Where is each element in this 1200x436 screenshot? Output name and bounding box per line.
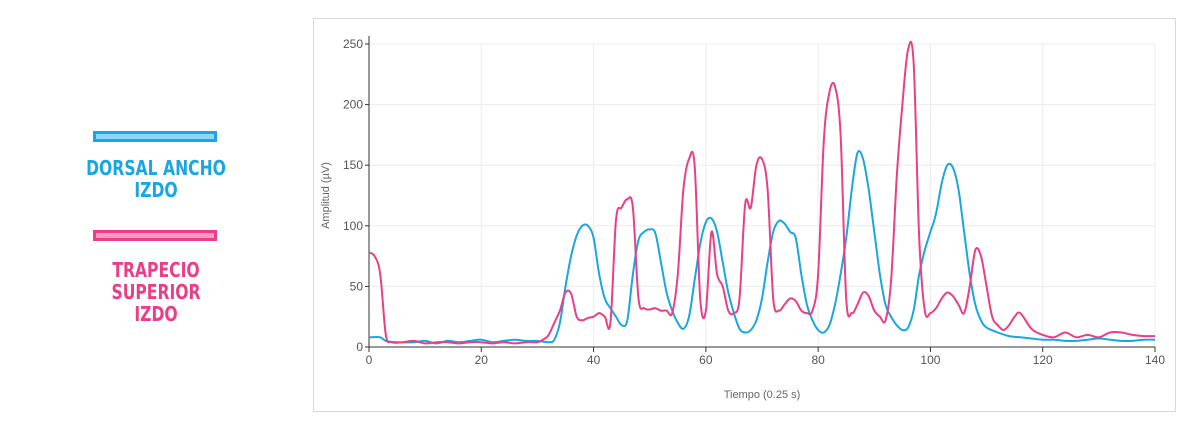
legend-swatch-dorsal-ancho <box>93 131 217 142</box>
x-tick-label-20: 20 <box>475 353 489 367</box>
y-tick-label-150: 150 <box>343 158 363 172</box>
y-axis-title: Amplitud (µV) <box>320 162 332 229</box>
y-tick-label-50: 50 <box>350 279 364 293</box>
x-tick-label-60: 60 <box>699 353 713 367</box>
series-line-dorsal-ancho <box>368 150 1156 345</box>
x-tick-label-100: 100 <box>920 353 940 367</box>
y-tick-label-250: 250 <box>343 37 363 51</box>
x-tick-label-80: 80 <box>811 353 825 367</box>
x-tick-label-120: 120 <box>1033 353 1053 367</box>
y-tick-label-0: 0 <box>356 340 363 354</box>
series-line-trapecio-superior <box>368 40 1156 345</box>
chart-panel: 0 50 100 150 200 250 0 20 40 60 80 100 120 140 Tiempo … <box>313 18 1176 412</box>
x-tick-label-140: 140 <box>1145 353 1165 367</box>
legend-swatch-trapecio-superior <box>93 230 217 241</box>
legend-label-dorsal-ancho: DORSAL ANCHO IZDO <box>86 156 226 202</box>
y-tick-label-100: 100 <box>343 219 363 233</box>
y-tick-label-200: 200 <box>343 98 363 112</box>
x-tick-label-40: 40 <box>587 353 601 367</box>
legend-label-trapecio-superior: TRAPECIO SUPERIOR IZDO <box>111 258 201 326</box>
emg-line-chart: 0 50 100 150 200 250 0 20 40 60 80 100 120 140 Tiempo … <box>320 36 1165 401</box>
x-tick-label-0: 0 <box>366 353 373 367</box>
x-axis-title: Tiempo (0.25 s) <box>724 389 801 401</box>
legend: DORSAL ANCHO IZDO TRAPECIO SUPERIOR IZDO <box>40 0 280 436</box>
